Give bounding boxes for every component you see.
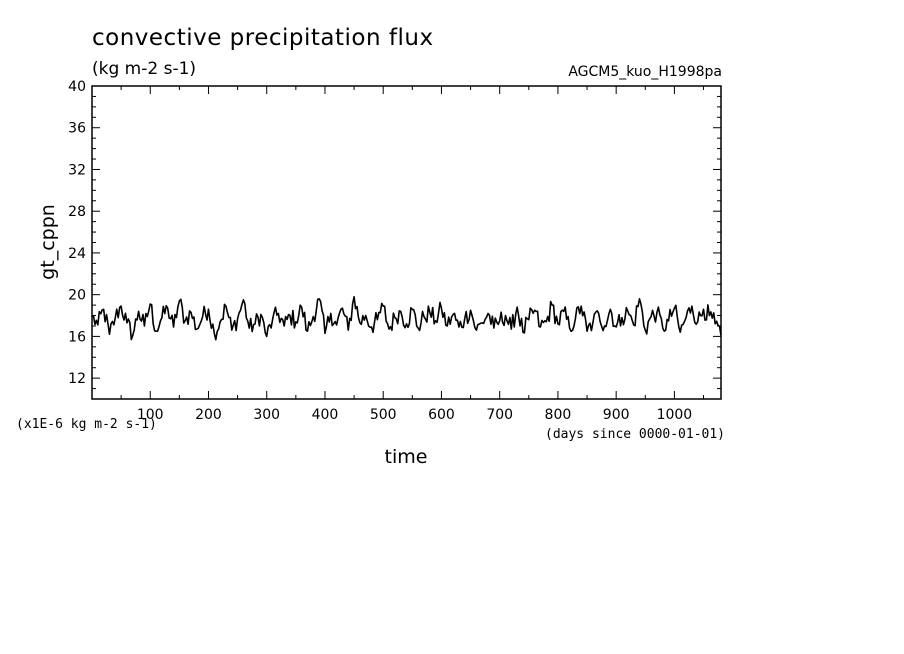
x-tick-label: 700 bbox=[486, 407, 513, 423]
y-axis-ticks: 12 16 20 24 28 32 36 40 bbox=[68, 79, 721, 390]
x-tick-label: 900 bbox=[603, 407, 630, 423]
series-layer bbox=[91, 295, 722, 341]
y-tick-label: 36 bbox=[68, 121, 86, 137]
x-tick-label: 200 bbox=[195, 407, 222, 423]
series-line bbox=[91, 295, 722, 341]
chart-source-label: AGCM5_kuo_H1998pa bbox=[568, 64, 722, 80]
x-tick-label: 600 bbox=[428, 407, 455, 423]
x-tick-label: 300 bbox=[253, 407, 280, 423]
y-scale-note: (x1E-6 kg m-2 s-1) bbox=[16, 417, 157, 432]
x-tick-label: 1000 bbox=[657, 407, 693, 423]
y-tick-label: 28 bbox=[68, 204, 86, 220]
x-tick-label: 100 bbox=[137, 407, 164, 423]
chart-title: convective precipitation flux bbox=[92, 25, 434, 51]
y-tick-label: 32 bbox=[68, 162, 86, 178]
x-axis-label: time bbox=[385, 446, 428, 468]
x-axis-ticks: 100 200 300 400 500 600 700 800 900 1000 bbox=[120, 86, 705, 423]
y-tick-label: 40 bbox=[68, 79, 86, 95]
y-tick-label: 16 bbox=[68, 329, 86, 345]
x-tick-label: 500 bbox=[370, 407, 397, 423]
x-tick-label: 400 bbox=[312, 407, 339, 423]
x-tick-label: 800 bbox=[545, 407, 572, 423]
y-axis-label: gt_cppn bbox=[37, 204, 59, 280]
y-tick-label: 20 bbox=[68, 288, 86, 304]
y-tick-label: 24 bbox=[68, 246, 86, 262]
chart-units: (kg m-2 s-1) bbox=[92, 59, 196, 79]
plot-frame bbox=[91, 85, 722, 400]
x-units-note: (days since 0000-01-01) bbox=[545, 427, 725, 442]
y-tick-label: 12 bbox=[68, 371, 86, 387]
